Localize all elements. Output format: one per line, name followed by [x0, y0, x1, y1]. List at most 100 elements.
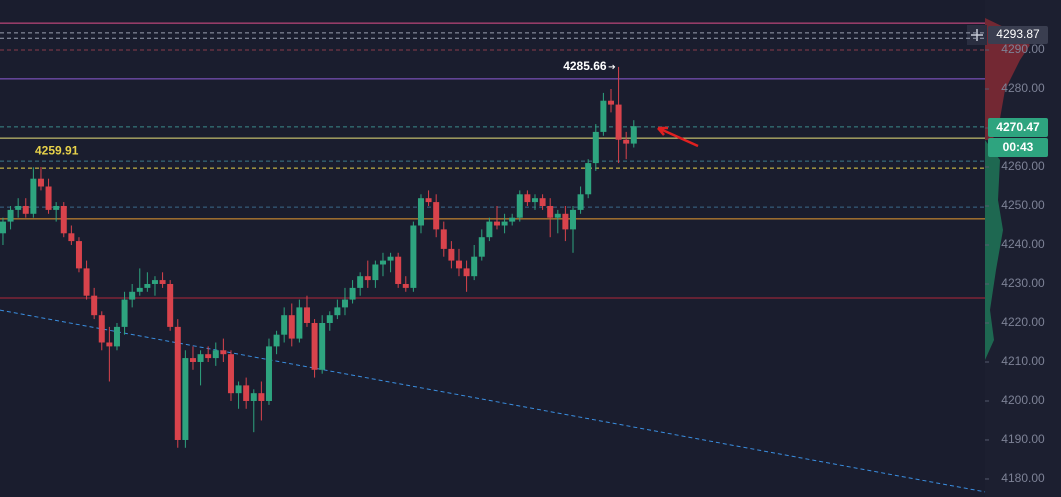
arrow-icon: [608, 64, 616, 70]
candle-body: [433, 202, 440, 230]
candle-body: [182, 358, 189, 440]
candle-body: [205, 354, 212, 359]
candle-body: [151, 280, 158, 284]
candle-body: [501, 221, 508, 226]
candle-body: [37, 178, 44, 187]
candle-body: [159, 280, 166, 284]
candle-body: [53, 205, 60, 210]
candle-body: [60, 205, 67, 234]
volume-profile: [985, 140, 1003, 360]
candle-body: [379, 260, 386, 265]
candle-body: [425, 198, 432, 203]
candle-body: [623, 139, 630, 144]
y-tick-label: 4190.00: [1001, 432, 1045, 446]
last-price-box: [988, 118, 1048, 137]
candle-body: [463, 268, 470, 277]
candle-body: [471, 256, 478, 277]
last-price: 4270.47: [996, 120, 1040, 134]
candle-body: [357, 276, 364, 288]
candle-body: [15, 205, 22, 210]
candle-body: [121, 299, 128, 327]
candle-body: [98, 315, 105, 343]
y-tick-label: 4230.00: [1001, 276, 1045, 290]
candle-body: [417, 198, 424, 226]
candle-body: [144, 283, 151, 288]
candle-body: [83, 268, 90, 296]
countdown: 00:43: [1003, 140, 1034, 154]
candle-body: [585, 163, 592, 195]
y-tick-label: 4180.00: [1001, 471, 1045, 485]
y-tick-label: 4260.00: [1001, 159, 1045, 173]
candle-body: [319, 322, 326, 370]
candle-body: [448, 248, 455, 261]
plus-icon: [971, 29, 983, 41]
candle-body: [402, 283, 409, 288]
candle-body: [326, 315, 333, 323]
candle-body: [227, 354, 234, 394]
candle-body: [197, 354, 204, 362]
candle-body: [372, 264, 379, 281]
candle-body: [212, 350, 219, 359]
candle-body: [486, 221, 493, 238]
candle-body: [22, 205, 29, 214]
candle-body: [75, 241, 82, 269]
y-tick-label: 4240.00: [1001, 237, 1045, 251]
candle-body: [554, 213, 561, 218]
y-tick-label: 4210.00: [1001, 354, 1045, 368]
y-tick-label: 4250.00: [1001, 198, 1045, 212]
candle-body: [265, 346, 272, 401]
candle-body: [288, 315, 295, 339]
candle-body: [539, 198, 546, 206]
candle-body: [174, 326, 181, 440]
candle-body: [387, 256, 394, 261]
candle-body: [440, 229, 447, 249]
candle-body: [630, 126, 637, 144]
candle-body: [136, 287, 143, 292]
y-tick-label: 4200.00: [1001, 393, 1045, 407]
candle-body: [509, 217, 516, 222]
candle-body: [562, 213, 569, 230]
candle-body: [189, 358, 196, 362]
candle-body: [258, 393, 265, 401]
candle-body: [577, 194, 584, 210]
candle-body: [7, 209, 14, 222]
candle-body: [91, 295, 98, 316]
countdown-box: [988, 138, 1048, 157]
candle-body: [607, 100, 614, 105]
candle-body: [281, 315, 288, 335]
candle-body: [30, 178, 37, 214]
candle-body: [167, 283, 174, 327]
candle-body: [410, 225, 417, 288]
candle-body: [106, 342, 113, 347]
candle-body: [349, 287, 356, 300]
price-tag-box: [988, 26, 1048, 44]
candle-body: [600, 100, 607, 132]
candle-body: [0, 221, 6, 234]
candle-body: [303, 307, 310, 323]
volume-profile: [985, 18, 1030, 140]
candle-body: [113, 326, 120, 347]
candle-body: [569, 209, 576, 230]
y-tick-label: 4280.00: [1001, 81, 1045, 95]
candle-body: [235, 385, 242, 394]
candle-body: [220, 350, 227, 355]
candle-body: [273, 334, 280, 347]
y-tick-label: 4290.00: [1001, 42, 1045, 56]
candle-body: [129, 291, 136, 300]
candle-body: [547, 205, 554, 218]
candle-body: [478, 237, 485, 257]
candle-body: [243, 385, 250, 401]
candle-body: [311, 322, 318, 370]
candle-body: [516, 194, 523, 218]
candle-body: [615, 104, 622, 140]
candle-body: [68, 233, 75, 242]
candle-body: [45, 186, 52, 210]
level-label: 4259.91: [35, 144, 79, 158]
pointer-arrow: [657, 126, 699, 148]
candle-body: [341, 299, 348, 308]
candle-body: [531, 198, 538, 203]
candle-body: [296, 307, 303, 339]
trend-line: [0, 309, 986, 493]
